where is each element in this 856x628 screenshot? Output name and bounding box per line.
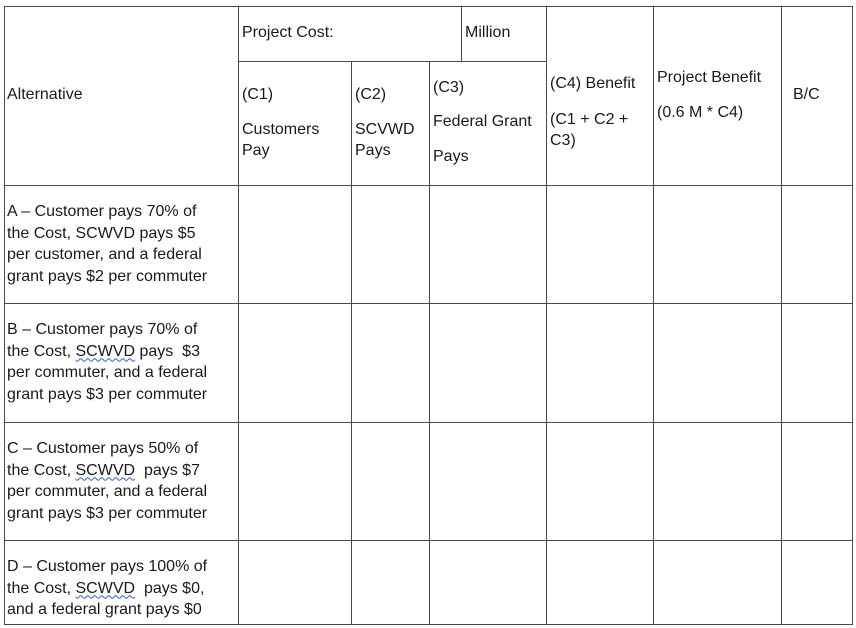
row-d-project-benefit-cell[interactable]: [653, 540, 782, 625]
row-c-project-benefit-cell[interactable]: [653, 422, 782, 541]
row-c-description: C – Customer pays 50% of the Cost, SCWVD…: [7, 438, 207, 524]
row-c-bc-cell[interactable]: [781, 422, 853, 541]
row-a-bc-cell[interactable]: [781, 185, 853, 304]
header-c3-cell: [429, 61, 547, 186]
c3-code: (C3): [433, 79, 465, 96]
row-c-line2-post: pays $7: [135, 461, 200, 479]
c1-label-line2: Pay: [242, 142, 270, 159]
c1-code: (C1): [242, 86, 274, 103]
row-a-line1: A – Customer pays 70% of: [7, 203, 197, 220]
row-c-c3-cell[interactable]: [429, 422, 547, 541]
row-d-line2: the Cost, SCWVD pays $0,: [7, 578, 207, 600]
row-c-line1: C – Customer pays 50% of: [7, 440, 199, 457]
row-c-c1-cell[interactable]: [238, 422, 352, 541]
header-project-cost-cell: [238, 6, 462, 62]
row-d-c4-cell[interactable]: [546, 540, 654, 625]
c2-code: (C2): [355, 86, 387, 103]
row-c-c2-cell[interactable]: [351, 422, 430, 541]
row-a-project-benefit-cell[interactable]: [653, 185, 782, 304]
row-c-line3: per commuter, and a federal: [7, 483, 208, 500]
row-b-line2-pre: the Cost,: [7, 342, 76, 360]
row-a-c3-cell[interactable]: [429, 185, 547, 304]
c3-label-line2: Pays: [433, 148, 469, 165]
row-b-description: B – Customer pays 70% of the Cost, SCWVD…: [7, 319, 207, 405]
row-b-project-benefit-cell[interactable]: [653, 303, 782, 423]
row-b-line4: grant pays $3 per commuter: [7, 385, 208, 403]
row-a-description: A – Customer pays 70% of the Cost, SCWVD…: [7, 201, 207, 287]
c2-label-line2: Pays: [355, 142, 391, 159]
project-benefit-formula: (0.6 M * C4): [657, 104, 744, 121]
project-cost-label: Project Cost:: [242, 24, 334, 41]
bc-label: B/C: [793, 86, 820, 103]
row-b-c4-cell[interactable]: [546, 303, 654, 423]
row-a-c4-cell[interactable]: [546, 185, 654, 304]
row-a-c2-cell[interactable]: [351, 185, 430, 304]
header-c4-cell: [546, 6, 654, 186]
row-c-line2: the Cost, SCWVD pays $7: [7, 460, 207, 482]
project-benefit-label: Project Benefit: [657, 69, 762, 86]
row-d-line1: D – Customer pays 100% of: [7, 558, 208, 575]
row-b-line2: the Cost, SCWVD pays $3: [7, 341, 207, 363]
row-c-line4: grant pays $3 per commuter: [7, 504, 208, 522]
row-d-bc-cell[interactable]: [781, 540, 853, 625]
alternative-header: Alternative: [7, 86, 83, 103]
row-d-spelling-flag: SCWVD: [75, 579, 136, 597]
row-d-c2-cell[interactable]: [351, 540, 430, 625]
row-d-c3-cell[interactable]: [429, 540, 547, 625]
row-b-spelling-flag: SCWVD: [75, 342, 136, 360]
header-alternative-cell: [4, 6, 239, 186]
row-d-line3: and a federal grant pays $0: [7, 601, 202, 618]
c3-label-line1: Federal Grant: [433, 113, 532, 130]
row-a-line3: per customer, and a federal: [7, 246, 202, 263]
row-b-bc-cell[interactable]: [781, 303, 853, 423]
row-a-line4: grant pays $2 per commuter: [7, 267, 208, 285]
row-d-c1-cell[interactable]: [238, 540, 352, 625]
row-b-line1: B – Customer pays 70% of: [7, 321, 198, 338]
row-d-description: D – Customer pays 100% of the Cost, SCWV…: [7, 556, 207, 621]
million-label: Million: [465, 24, 511, 41]
row-b-c1-cell[interactable]: [238, 303, 352, 423]
c1-label-line1: Customers: [242, 121, 320, 138]
row-a-c1-cell[interactable]: [238, 185, 352, 304]
row-c-c4-cell[interactable]: [546, 422, 654, 541]
row-a-line2: the Cost, SCWVD pays $5: [7, 224, 196, 242]
row-c-spelling-flag: SCWVD: [75, 461, 136, 479]
row-c-line2-pre: the Cost,: [7, 461, 76, 479]
row-b-line2-post: pays $3: [135, 342, 200, 360]
header-c2-cell: [351, 61, 430, 186]
c4-formula-line2: C3): [550, 132, 576, 149]
row-b-c2-cell[interactable]: [351, 303, 430, 423]
row-d-line2-pre: the Cost,: [7, 579, 76, 597]
row-c-alternative-cell: [4, 422, 239, 541]
row-d-line2-post: pays $0,: [135, 579, 205, 597]
row-b-line3: per commuter, and a federal: [7, 364, 208, 381]
c4-formula-line1: (C1 + C2 +: [550, 111, 629, 128]
row-b-alternative-cell: [4, 303, 239, 423]
c4-label: (C4) Benefit: [550, 75, 636, 92]
header-bc-cell: [781, 6, 853, 186]
row-a-alternative-cell: [4, 185, 239, 304]
header-project-benefit-cell: [653, 6, 782, 186]
row-b-c3-cell[interactable]: [429, 303, 547, 423]
c2-label-line1: SCVWD: [355, 121, 415, 138]
